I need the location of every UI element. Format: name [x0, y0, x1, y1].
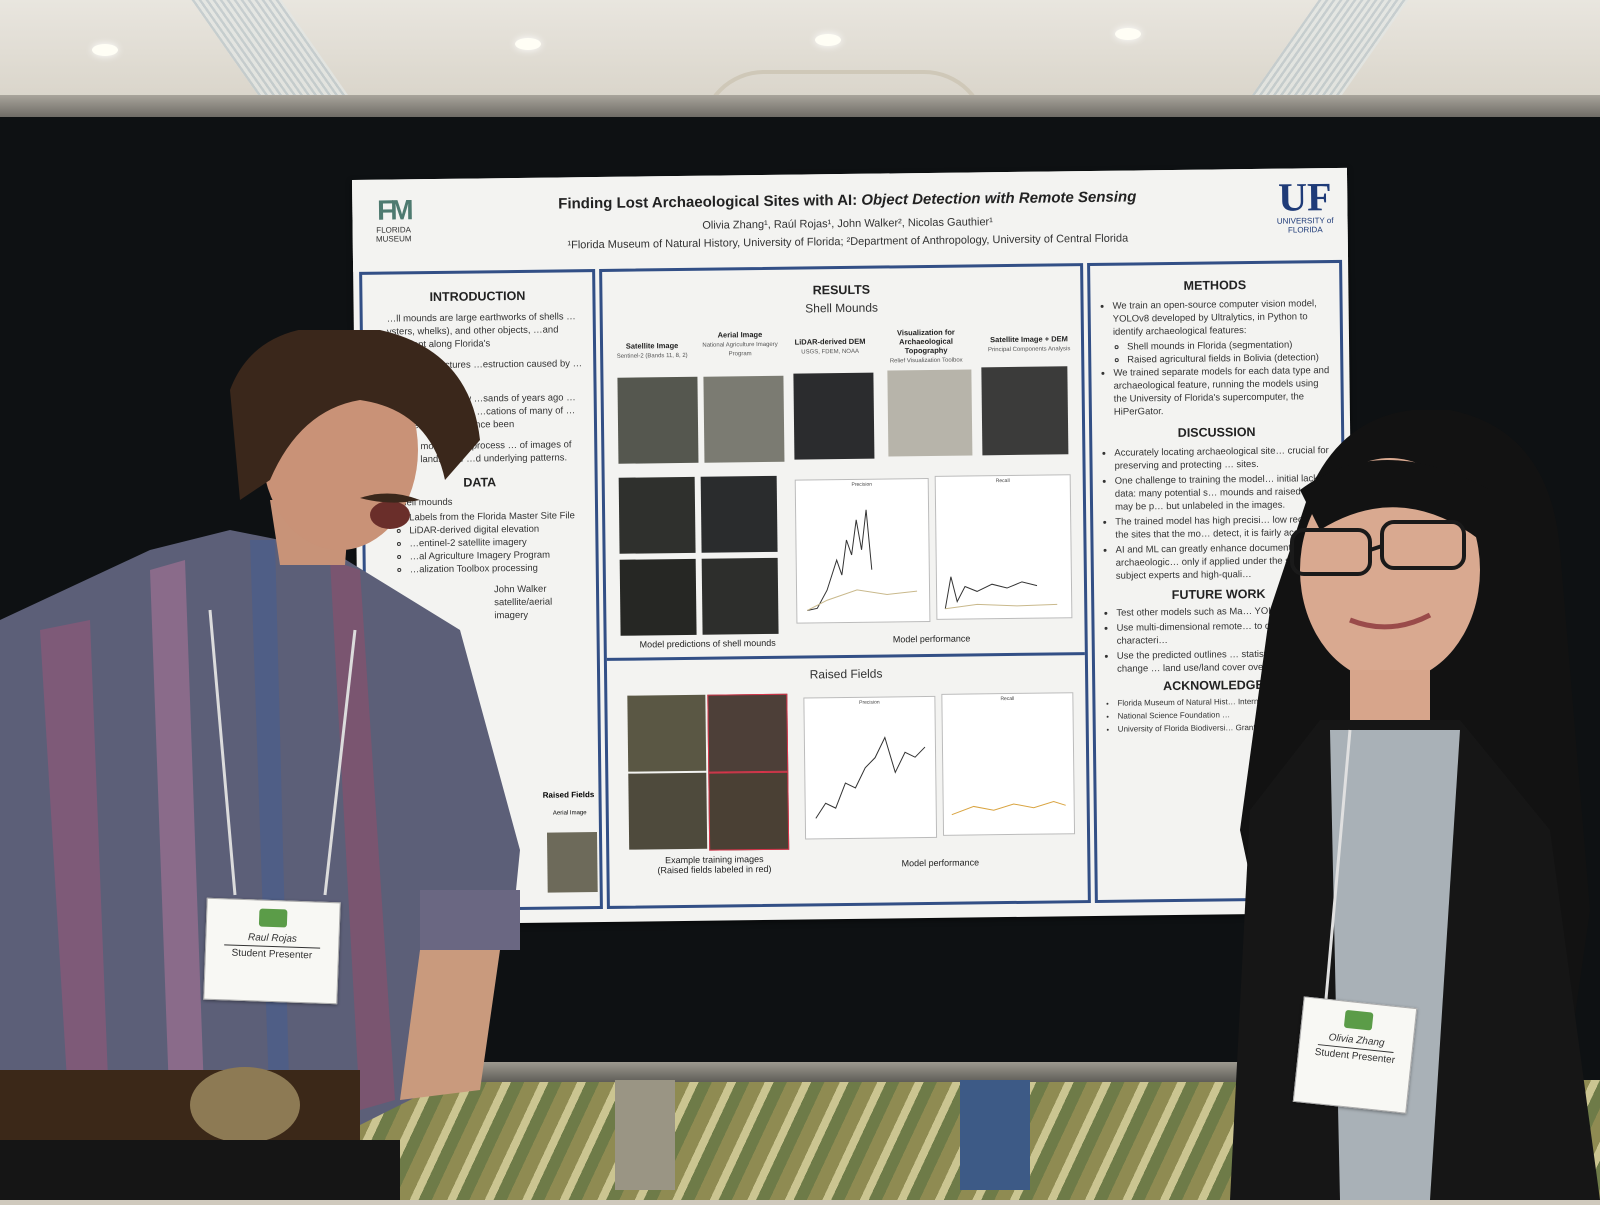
ceiling-light — [815, 34, 841, 46]
recall-curve — [951, 800, 1066, 816]
caption-performance: Model performance — [892, 633, 971, 645]
board-top-frame — [0, 95, 1600, 117]
prediction-tile — [618, 476, 696, 554]
research-poster: FM FLORIDA MUSEUM Finding Lost Archaeolo… — [352, 167, 1357, 925]
name-badge-right: Olivia Zhang Student Presenter — [1292, 996, 1418, 1114]
poster-column-results: RESULTS Shell Mounds Satellite Image Sent… — [599, 263, 1091, 909]
poster-authors: Olivia Zhang¹, Raúl Rojas¹, John Walker²… — [702, 216, 993, 232]
recall-plot-raised: Recall — [941, 692, 1076, 836]
badge-logo-icon — [258, 908, 288, 928]
ceiling-vent — [1241, 0, 1409, 110]
name-badge-left: Raul Rojas Student Presenter — [203, 897, 341, 1005]
ceiling — [0, 0, 1600, 134]
precision-curve — [815, 736, 926, 819]
training-image-tile — [627, 694, 707, 772]
visualization-tile — [887, 369, 973, 457]
ceiling-light — [92, 44, 118, 56]
presenter-man-figure — [0, 326, 520, 1200]
training-image-tile — [707, 693, 789, 773]
image-type-label: LiDAR-derived DEM USGS, FDEM, NOAA — [794, 336, 866, 356]
lidar-dem-tile — [793, 372, 875, 460]
uf-logo: UF UNIVERSITY of FLORIDA — [1276, 174, 1334, 235]
board-bottom-frame — [370, 1062, 1270, 1082]
results-divider — [606, 652, 1085, 661]
image-type-label: Aerial Image National Agriculture Imagery… — [702, 330, 778, 358]
caption-performance-raised: Model performance — [901, 857, 980, 869]
presenter-woman — [1230, 409, 1600, 1200]
aerial-image-label: Aerial Image — [552, 810, 587, 817]
poster-header: FM FLORIDA MUSEUM Finding Lost Archaeolo… — [352, 167, 1349, 272]
training-image-tile — [708, 771, 790, 851]
results-heading: RESULTS — [812, 282, 871, 298]
badge-logo-icon — [1343, 1009, 1374, 1031]
raised-fields-label: Raised Fields — [542, 790, 595, 800]
image-type-label: Visualization for Archaeological Topogra… — [889, 327, 963, 365]
satellite-dem-tile — [981, 366, 1069, 456]
image-type-label: Satellite Image + DEM Principal Component… — [987, 334, 1071, 354]
precision-plot-shell: Precision — [794, 477, 931, 624]
ceiling-light — [515, 38, 541, 50]
prediction-tile — [701, 557, 779, 635]
raised-field-aerial-tile — [546, 832, 598, 893]
ceiling-vent — [191, 0, 359, 110]
aerial-image-tile — [703, 375, 785, 463]
shell-mounds-heading: Shell Mounds — [805, 300, 879, 316]
raised-fields-heading: Raised Fields — [809, 666, 883, 682]
training-image-tile — [628, 772, 708, 850]
presenter-man — [0, 326, 530, 1200]
ceiling-light — [1115, 28, 1141, 40]
presenter-woman-figure — [1230, 409, 1600, 1200]
poster-title: Finding Lost Archaeological Sites with A… — [558, 188, 1137, 213]
caption-training: Example training images (Raised fields la… — [657, 854, 772, 876]
background-person-legs — [960, 1080, 1030, 1190]
recall-plot-shell: Recall — [934, 474, 1073, 620]
caption-predictions: Model predictions of shell mounds — [639, 637, 776, 650]
background-person-legs — [615, 1080, 675, 1190]
florida-museum-logo: FM FLORIDA MUSEUM — [375, 194, 412, 244]
methods-text: We train an open-source computer vision … — [1090, 291, 1341, 419]
poster-affiliations: ¹Florida Museum of Natural History, Univ… — [567, 232, 1129, 252]
precision-curve — [807, 509, 918, 611]
precision-plot-raised: Precision — [803, 695, 938, 840]
recall-curve — [944, 576, 1058, 610]
image-type-label: Satellite Image Sentinel-2 (Bands 11, 8, … — [616, 341, 688, 360]
prediction-tile — [700, 475, 778, 553]
prediction-tile — [619, 558, 697, 636]
satellite-image-tile — [617, 376, 699, 464]
